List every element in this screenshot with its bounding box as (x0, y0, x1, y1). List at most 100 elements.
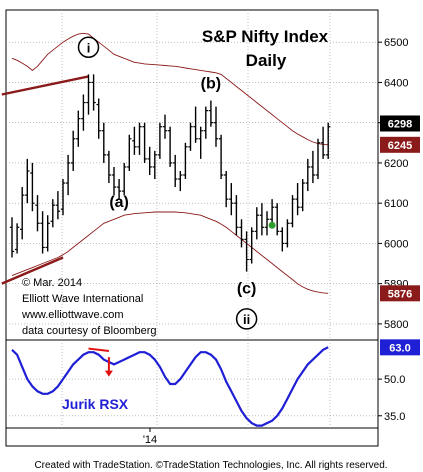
price-bar (14, 223, 20, 254)
price-bar (178, 170, 183, 192)
wave-label: (b) (201, 75, 221, 92)
wave-label: ii (243, 312, 250, 327)
price-bar (30, 162, 35, 212)
price-bar (71, 130, 76, 171)
price-bar (116, 179, 122, 200)
rsx-label: Jurik RSX (62, 396, 129, 412)
price-bar (167, 126, 173, 167)
price-bar (310, 150, 316, 184)
price-bar (264, 211, 270, 236)
price-tick-label: 6100 (384, 198, 408, 210)
price-bar (208, 100, 214, 127)
upper-band-value-label: 6245 (388, 140, 412, 152)
price-bar (147, 146, 152, 175)
price-bar (111, 166, 117, 196)
signal-marker (268, 221, 276, 229)
price-bar (173, 154, 178, 188)
price-bar (122, 162, 127, 196)
plot-frame (5, 9, 379, 447)
footer-credit: Created with TradeStation. ©TradeStation… (34, 460, 387, 471)
price-bar (101, 122, 106, 163)
price-bar (234, 195, 239, 236)
price-bar (224, 170, 229, 208)
trendline (1, 256, 64, 285)
price-bar (162, 114, 168, 139)
price-bar (60, 179, 66, 216)
price-bar (326, 122, 331, 159)
price-bar (106, 150, 112, 184)
upper-band (11, 32, 329, 146)
price-bar (65, 154, 71, 196)
price-bar (218, 134, 224, 180)
chart-subtitle: Daily (246, 51, 287, 70)
price-bar (142, 122, 147, 163)
wave-label: (c) (237, 281, 257, 298)
price-bar (290, 195, 295, 228)
rsx-line (11, 346, 329, 427)
wave-label: i (87, 40, 91, 55)
rsx-last-value-label: 63.0 (389, 342, 410, 354)
last-price-label-box (380, 115, 420, 132)
price-bar (193, 106, 198, 143)
wave-labels: i (a) (b) (c) ii (77, 36, 276, 330)
price-bar (188, 122, 193, 151)
price-bar (76, 110, 81, 147)
price-bars (9, 74, 331, 272)
time-tick-label: '14 (143, 434, 157, 446)
down-arrow-icon (104, 370, 113, 377)
price-bar (320, 126, 326, 159)
price-bar (315, 138, 321, 180)
website-note: www.elliottwave.com (21, 309, 123, 321)
price-bar (229, 183, 234, 216)
rsx-panel (11, 346, 329, 427)
lower-band-value-label: 5876 (388, 288, 412, 300)
wave-label-circle (235, 308, 258, 330)
price-bar (203, 106, 208, 139)
data-source-note: data courtesy of Bloomberg (22, 325, 157, 337)
grid (5, 9, 379, 447)
wave-label-circle (77, 36, 100, 59)
price-bar (35, 195, 40, 232)
price-bar (239, 219, 244, 248)
price-bar (132, 126, 137, 155)
price-tick-label: 5800 (384, 319, 408, 331)
price-bar (86, 74, 91, 115)
price-tick-label: 6500 (384, 37, 408, 49)
price-bar (295, 183, 300, 216)
price-bar (91, 74, 96, 111)
axes: 5800589060006100620063006400650035.050.0… (143, 37, 420, 446)
rsx-tick-label: 35.0 (384, 411, 405, 423)
price-bar (213, 106, 219, 147)
trendlines (1, 75, 89, 285)
publisher-note: Elliott Wave International (22, 293, 143, 305)
price-bar (300, 179, 305, 212)
copyright-note: © Mar. 2014 (22, 277, 82, 289)
price-bar (152, 150, 157, 180)
upper-band-value-label-box (380, 136, 420, 153)
wave-label: (a) (109, 194, 129, 211)
price-bar (127, 134, 132, 171)
price-bar (249, 227, 254, 264)
price-bar (20, 187, 25, 240)
price-bar (157, 122, 163, 159)
lower-band (11, 211, 329, 294)
price-bar (183, 142, 188, 180)
price-bar (9, 217, 15, 258)
price-bar (25, 158, 30, 204)
lower-band-value-label-box (380, 285, 420, 302)
price-bar (280, 227, 285, 252)
price-bar (305, 158, 310, 192)
rsx-tick-label: 50.0 (384, 374, 405, 386)
price-tick-label: 6400 (384, 77, 408, 89)
price-bar (81, 94, 86, 131)
divergence-line (88, 347, 110, 352)
price-tick-label: 6200 (384, 158, 408, 170)
price-tick-label: 6000 (384, 238, 408, 250)
rsx-last-value-box (380, 339, 420, 356)
price-bar (259, 203, 265, 236)
chart-title: S&P Nifty Index (202, 27, 329, 46)
price-bar (137, 122, 142, 155)
price-bar (55, 191, 61, 220)
